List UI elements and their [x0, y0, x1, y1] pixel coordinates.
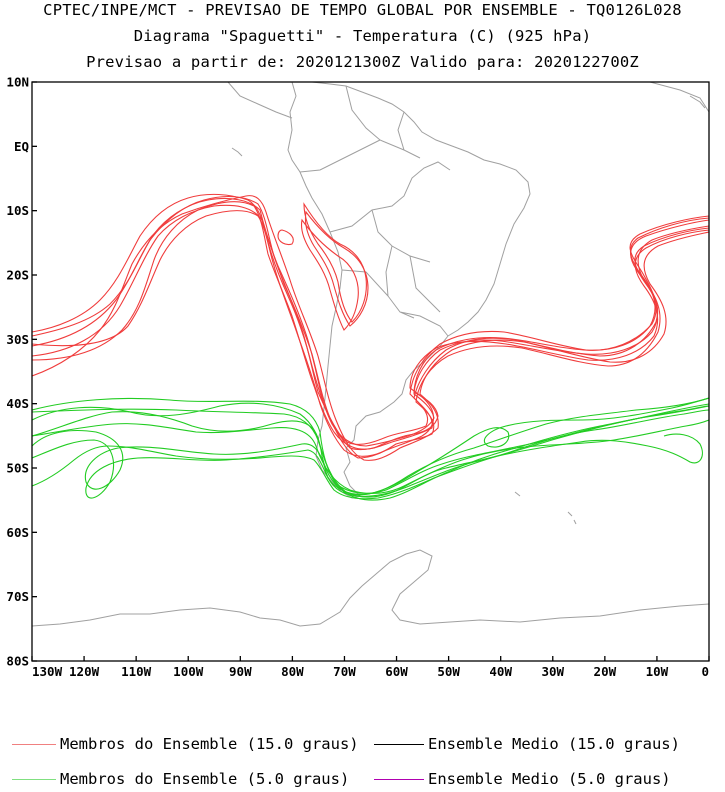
member-15c-line [32, 201, 709, 450]
member-5c-line [32, 397, 709, 499]
lat-tick-label: 10S [6, 203, 29, 218]
member-15c-line [277, 229, 294, 246]
map-frame [31, 81, 710, 662]
lat-tick-label: 20S [6, 268, 29, 283]
lat-tick-label: EQ [14, 139, 29, 154]
members-15c-lines [32, 193, 709, 461]
central-america-coast [227, 82, 293, 157]
lon-tick-label: 100W [173, 664, 204, 679]
south-america-coast [287, 82, 531, 499]
member-15c-line [32, 193, 709, 447]
lon-tick-label: 20W [594, 664, 617, 679]
coastlines [32, 82, 709, 627]
member-15c-line [32, 204, 709, 459]
member-15c-line [304, 210, 369, 327]
lon-tick-label: 80W [281, 664, 304, 679]
legend-label-members-5: Membros do Ensemble (5.0 graus) [60, 770, 350, 788]
chart-title: CPTEC/INPE/MCT - PREVISAO DE TEMPO GLOBA… [43, 1, 682, 19]
member-15c-line [300, 218, 359, 331]
lat-axis: 10N EQ 10S 20S 30S 40S 50S 60S 70S 80S [6, 75, 37, 669]
legend-label-mean-5: Ensemble Medio (5.0 graus) [428, 770, 671, 788]
legend-label-members-15: Membros do Ensemble (15.0 graus) [60, 735, 359, 753]
member-15c-line [32, 195, 709, 446]
lat-tick-label: 80S [6, 654, 29, 669]
legend-swatch-mean-5 [374, 779, 424, 780]
legend-swatch-mean-15 [374, 744, 424, 745]
lon-tick-label: 60W [385, 664, 408, 679]
member-5c-line [32, 419, 709, 495]
member-5c-line [32, 405, 709, 501]
lon-tick-label: 0 [701, 664, 709, 679]
lat-tick-label: 60S [6, 525, 29, 540]
lon-axis: 130W 120W 110W 100W 90W 80W 70W 60W 50W 40W 30W 20W… [31, 656, 710, 679]
lat-tick-label: 70S [6, 589, 29, 604]
lon-tick-label: 90W [229, 664, 252, 679]
lon-tick-label: 110W [121, 664, 152, 679]
lon-tick-label: 40W [489, 664, 512, 679]
lon-tick-label: 130W [32, 664, 63, 679]
lon-tick-label: 120W [69, 664, 100, 679]
member-15c-line [303, 202, 367, 323]
legend-label-mean-15: Ensemble Medio (15.0 graus) [428, 735, 680, 753]
chart-subtitle: Diagrama "Spaguetti" - Temperatura (C) (… [133, 27, 592, 45]
member-5c-line [32, 433, 703, 500]
legend-swatch-members-15 [12, 744, 56, 745]
lon-tick-label: 30W [541, 664, 564, 679]
member-15c-line [32, 195, 709, 461]
members-5c-lines [32, 397, 709, 501]
chart-dates: Previsao a partir de: 2020121300Z Valido… [86, 53, 639, 71]
south-georgia-islands [514, 491, 577, 525]
lat-tick-label: 10N [6, 75, 29, 90]
africa-coast [649, 82, 709, 113]
lon-tick-label: 10W [646, 664, 669, 679]
member-5c-line [32, 405, 709, 497]
country-borders [299, 85, 451, 337]
map-area [32, 82, 709, 627]
lat-tick-label: 50S [6, 461, 29, 476]
legend-swatch-members-5 [12, 779, 56, 780]
lat-tick-label: 30S [6, 332, 29, 347]
member-5c-line [32, 409, 709, 498]
member-15c-line [32, 210, 709, 457]
lon-tick-label: 70W [333, 664, 356, 679]
antarctica-coast [32, 549, 709, 627]
lon-tick-label: 50W [437, 664, 460, 679]
lat-tick-label: 40S [6, 396, 29, 411]
